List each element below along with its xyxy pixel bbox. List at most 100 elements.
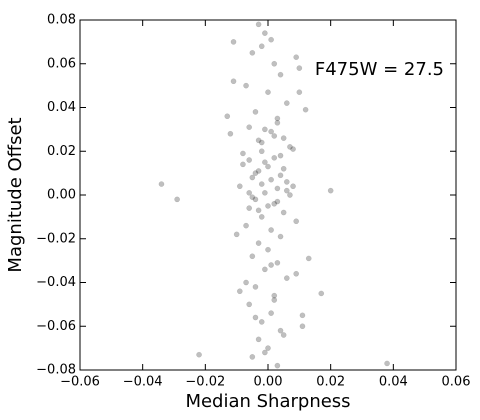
data-point: [258, 181, 265, 187]
data-point: [274, 362, 281, 369]
data-point: [255, 207, 262, 214]
data-point: [258, 148, 265, 155]
data-point: [158, 181, 165, 187]
x-tick-label: 0.02: [316, 375, 345, 390]
data-point: [274, 119, 281, 126]
data-point: [296, 89, 303, 96]
y-tick-label: −0.06: [36, 319, 76, 334]
data-point: [252, 109, 259, 115]
data-point: [280, 332, 287, 338]
data-point: [293, 270, 300, 277]
data-point: [271, 297, 278, 303]
annotation: F475W = 27.5: [315, 59, 444, 80]
y-tick-label: 0.02: [47, 144, 76, 159]
data-point: [277, 172, 284, 179]
data-point: [255, 137, 262, 144]
data-point: [227, 130, 234, 137]
y-tick-label: −0.02: [36, 231, 76, 246]
data-point: [299, 323, 306, 330]
data-point: [174, 196, 180, 203]
data-point: [246, 189, 253, 196]
data-point: [283, 187, 290, 194]
data-point: [246, 157, 253, 163]
data-point: [271, 60, 278, 67]
data-point: [277, 152, 284, 159]
x-tick-label: −0.06: [60, 375, 100, 390]
data-point: [271, 154, 278, 161]
data-point: [299, 312, 306, 319]
y-tick-label: −0.04: [36, 275, 76, 290]
data-point: [271, 292, 278, 299]
data-point: [287, 192, 293, 198]
data-point: [243, 279, 249, 286]
x-tick-label: 0.06: [442, 375, 471, 390]
data-point: [252, 314, 259, 321]
data-point: [274, 115, 281, 122]
data-point: [236, 183, 243, 190]
data-point: [255, 168, 262, 174]
data-point: [246, 205, 253, 211]
data-point: [243, 82, 249, 89]
y-axis-label: Magnitude Offset: [5, 117, 26, 272]
data-point: [236, 288, 243, 295]
y-tick-label: 0.04: [47, 100, 76, 115]
data-point: [252, 284, 259, 290]
data-point: [296, 65, 303, 71]
data-point: [327, 187, 334, 194]
data-point: [230, 78, 237, 85]
y-tick-label: −0.08: [36, 363, 76, 378]
x-tick-label: 0.00: [254, 375, 283, 390]
data-point: [265, 163, 271, 170]
data-point: [268, 262, 274, 268]
data-point: [283, 275, 290, 281]
data-point: [265, 89, 271, 96]
data-point: [262, 30, 268, 36]
data-point: [262, 349, 268, 356]
data-point: [265, 203, 271, 209]
data-point: [258, 214, 265, 220]
y-tick-label: 0.00: [47, 188, 76, 203]
data-point: [293, 218, 300, 225]
data-point: [262, 189, 268, 196]
data-point: [290, 183, 296, 190]
data-point: [384, 360, 390, 367]
data-point: [255, 21, 262, 28]
data-point: [302, 106, 309, 113]
data-point: [224, 113, 231, 120]
data-point: [280, 165, 287, 172]
data-point: [240, 150, 246, 157]
data-point: [318, 290, 325, 297]
data-point: [271, 133, 278, 139]
data-point: [283, 100, 290, 106]
data-point: [283, 179, 290, 185]
data-point: [249, 174, 256, 181]
x-tick-label: −0.04: [123, 375, 163, 390]
data-point: [268, 227, 274, 233]
data-point: [268, 128, 274, 135]
data-point: [249, 194, 256, 201]
data-point: [265, 345, 271, 351]
data-point: [280, 209, 287, 216]
data-point: [258, 139, 265, 146]
x-tick-label: 0.04: [379, 375, 408, 390]
data-point: [277, 233, 284, 240]
data-point: [252, 196, 259, 203]
data-point: [280, 135, 287, 141]
data-point: [230, 39, 237, 45]
data-point: [268, 176, 274, 183]
data-point: [274, 198, 281, 205]
data-point: [233, 231, 240, 238]
data-point: [268, 36, 274, 43]
data-point: [277, 71, 284, 78]
data-point: [274, 185, 281, 192]
data-point: [262, 126, 268, 133]
y-tick-label: 0.06: [47, 56, 76, 71]
data-point: [262, 266, 268, 273]
data-point: [246, 301, 253, 308]
data-point: [287, 144, 293, 150]
data-point: [293, 54, 300, 61]
data-point: [243, 222, 249, 229]
data-point: [252, 170, 259, 176]
